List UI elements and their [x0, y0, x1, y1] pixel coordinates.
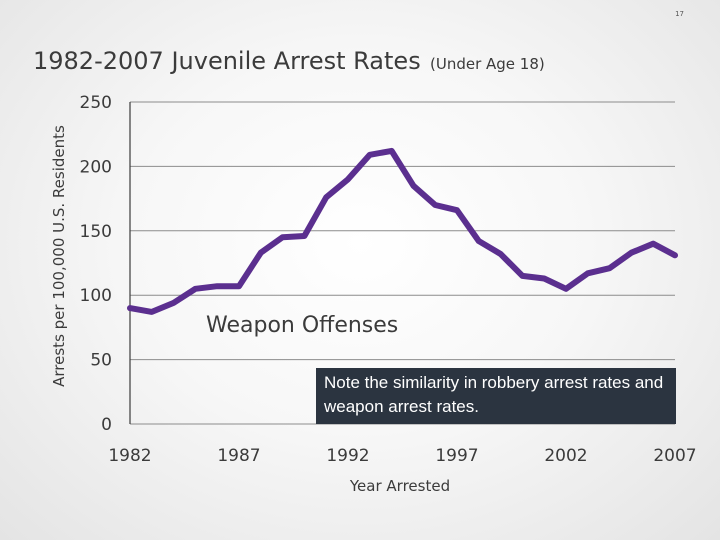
- x-tick-label: 2002: [544, 446, 587, 466]
- data-point: [345, 176, 351, 182]
- data-point: [149, 309, 155, 315]
- data-point: [214, 283, 220, 289]
- x-tick-label: 2007: [653, 446, 696, 466]
- x-axis-ticks: 1982 1987 1992 1997 2002 2007: [108, 446, 696, 466]
- series-group: [127, 147, 678, 315]
- data-point: [192, 286, 198, 292]
- y-tick-label: 150: [80, 222, 112, 242]
- y-tick-label: 100: [80, 286, 112, 306]
- y-tick-label: 50: [90, 351, 112, 371]
- data-point: [585, 270, 591, 276]
- note-box: Note the similarity in robbery arrest ra…: [316, 368, 676, 424]
- data-point: [628, 250, 634, 256]
- x-tick-label: 1997: [435, 446, 478, 466]
- series-label-weapon-offenses: Weapon Offenses: [206, 313, 398, 338]
- data-point: [563, 286, 569, 292]
- data-point: [323, 194, 329, 200]
- y-axis-label: Arrests per 100,000 U.S. Residents: [50, 125, 68, 387]
- data-point: [519, 273, 525, 279]
- x-tick-label: 1987: [217, 446, 260, 466]
- data-point: [410, 183, 416, 189]
- data-point: [236, 283, 242, 289]
- data-point: [258, 250, 264, 256]
- data-point: [476, 238, 482, 244]
- data-point: [280, 234, 286, 240]
- y-axis-ticks: 0 50 100 150 200 250: [80, 93, 112, 435]
- data-point: [389, 148, 395, 154]
- data-point: [541, 275, 547, 281]
- grid: [130, 101, 675, 425]
- data-point: [301, 233, 307, 239]
- data-point: [454, 207, 460, 213]
- series-line-weapon-offenses: [127, 147, 678, 315]
- slide-number: 17: [675, 10, 684, 18]
- x-tick-label: 1992: [326, 446, 369, 466]
- y-tick-label: 200: [80, 157, 112, 177]
- data-point: [498, 251, 504, 257]
- y-tick-label: 0: [101, 415, 112, 435]
- x-axis-label: Year Arrested: [349, 477, 450, 495]
- data-point: [650, 241, 656, 247]
- data-point: [367, 152, 373, 158]
- data-point: [432, 202, 438, 208]
- data-point: [672, 252, 678, 258]
- data-point: [607, 265, 613, 271]
- data-point: [127, 305, 133, 311]
- y-tick-label: 250: [80, 93, 112, 113]
- data-point: [171, 300, 177, 306]
- chart-subtitle: (Under Age 18): [430, 55, 545, 73]
- x-tick-label: 1982: [108, 446, 151, 466]
- chart-title: 1982-2007 Juvenile Arrest Rates: [33, 47, 421, 75]
